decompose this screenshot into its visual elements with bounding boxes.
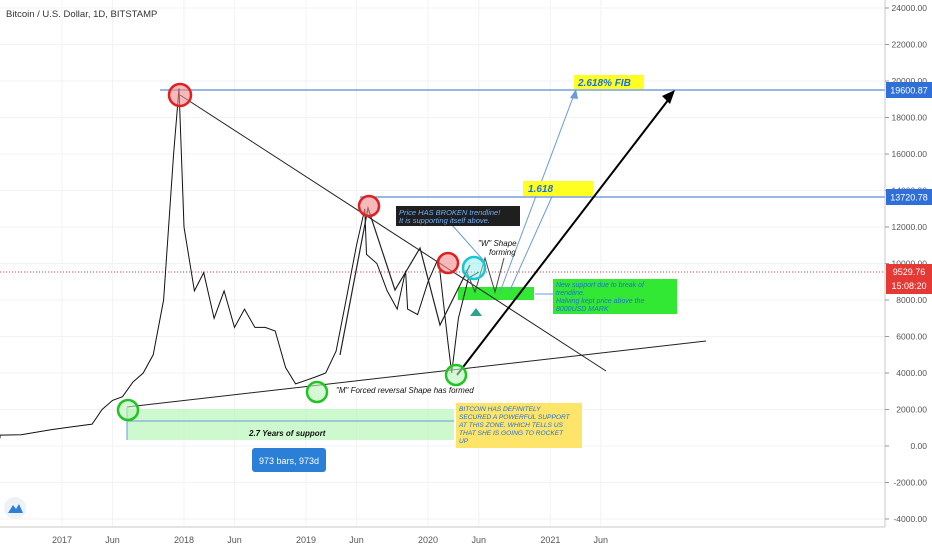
broken-trendline-line1: Price HAS BROKEN trendline! — [399, 208, 501, 217]
up-arrow-marker — [470, 308, 482, 316]
bitcoin-support-line1: BITCOIN HAS DEFINITELY — [459, 406, 541, 413]
y-tick-label: 4000.00 — [896, 368, 927, 378]
bitcoin-support-line3: AT THIS ZONE. WHICH TELLS US — [458, 422, 564, 429]
x-tick-label: 2020 — [418, 535, 438, 545]
fib-1618-arrowhead — [570, 89, 578, 99]
y-tick-label: -4000.00 — [893, 514, 927, 524]
countdown-label: 15:08:20 — [891, 281, 926, 291]
x-tick-label: Jun — [105, 535, 120, 545]
x-tick-label: 2018 — [174, 535, 194, 545]
fib-line-2 — [509, 189, 556, 291]
x-tick-label: Jun — [472, 535, 487, 545]
x-tick-label: Jun — [227, 535, 242, 545]
y-tick-label: 24000.00 — [892, 3, 928, 13]
projection-arrowhead — [662, 90, 675, 104]
y-tick-label: 10000.00 — [892, 259, 928, 269]
fib-1618-box — [523, 181, 593, 196]
tradingview-logo-icon — [8, 504, 23, 513]
new-support-line2: trendline. — [556, 290, 585, 297]
peak-2019-circle — [357, 194, 381, 218]
y-tick-label: 18000.00 — [892, 113, 928, 123]
new-support-zone-box — [458, 287, 534, 300]
projection-arrow-line — [456, 94, 673, 376]
new-support-line4: 8000USD MARK — [556, 306, 609, 313]
x-tick-label: Jun — [594, 535, 609, 545]
peak-2020-circle — [436, 251, 460, 275]
price-label-19600-bg — [886, 82, 932, 98]
y-tick-label: 22000.00 — [892, 40, 928, 50]
chart-title: Bitcoin / U.S. Dollar, 1D, BITSTAMP — [6, 9, 157, 20]
new-support-box — [553, 279, 677, 314]
support-trendline — [126, 340, 707, 408]
price-label-current: 9529.76 — [893, 267, 926, 277]
bars-measure-label: 973 bars, 973d — [259, 456, 319, 466]
support-zone-box — [127, 409, 454, 440]
w-shape-line2: forming — [489, 248, 516, 257]
x-tick-label: 2017 — [52, 535, 72, 545]
price-series-line — [0, 88, 480, 439]
w-shape-path — [465, 256, 505, 294]
y-tick-label: 8000.00 — [896, 295, 927, 305]
y-tick-label: 0.00 — [910, 441, 927, 451]
x-axis-ticks: 2017 Jun 2018 Jun 2019 Jun 2020 Jun 2021 Jun — [52, 535, 608, 545]
price-label-current-bg — [886, 264, 932, 294]
price-label-13720-bg — [886, 189, 932, 205]
y-axis-ticks: -4000.00 -2000.00 0.00 2000.00 4000.00 6000.0… — [885, 3, 927, 524]
broken-trendline-box — [396, 206, 520, 226]
bitcoin-support-line5: UP — [459, 438, 469, 445]
x-tick-label: 2019 — [296, 535, 316, 545]
x-tick-label: Jun — [349, 535, 364, 545]
bitcoin-support-box — [456, 403, 582, 448]
resistance-trendline — [179, 94, 607, 372]
price-label-19600: 19600.87 — [890, 86, 928, 96]
y-tick-label: 6000.00 — [896, 332, 927, 342]
years-support-label: 2.7 Years of support — [248, 429, 326, 438]
bitcoin-support-line4: THAT SHE IS GOING TO ROCKET — [459, 430, 564, 437]
m-shape-path — [339, 205, 471, 356]
y-tick-label: 12000.00 — [892, 222, 928, 232]
peak-2017-circle — [167, 82, 193, 108]
low-2017-circle — [116, 398, 140, 422]
y-tick-label: 20000.00 — [892, 76, 928, 86]
y-tick-label: 2000.00 — [896, 405, 927, 415]
fib-1618-label: 1.618 — [528, 184, 553, 195]
broken-trendline-line2: It is supporting itself above. — [399, 216, 490, 225]
w-shape-circle — [461, 255, 487, 281]
low-2020-circle — [444, 363, 468, 387]
fib-2618-label: 2.618% FIB — [577, 78, 631, 89]
x-tick-label: 2021 — [540, 535, 560, 545]
y-tick-label: 16000.00 — [892, 149, 928, 159]
broken-trend-arrow — [451, 224, 486, 263]
new-support-line3: Halving kept price above the — [556, 298, 644, 305]
w-shape-line1: "W" Shape — [478, 239, 517, 248]
low-2018-circle — [305, 380, 329, 404]
price-label-13720: 13720.78 — [890, 193, 928, 203]
m-shape-label: "M" Forced reversal Shape has formed — [336, 386, 474, 395]
bitcoin-support-line2: SECURED A POWERFUL SUPPORT — [459, 414, 571, 421]
new-support-line1: New support due to break of — [556, 282, 645, 289]
y-tick-label: -2000.00 — [893, 478, 927, 488]
fib-2618-box — [574, 75, 644, 89]
bars-measure-box — [252, 448, 326, 472]
